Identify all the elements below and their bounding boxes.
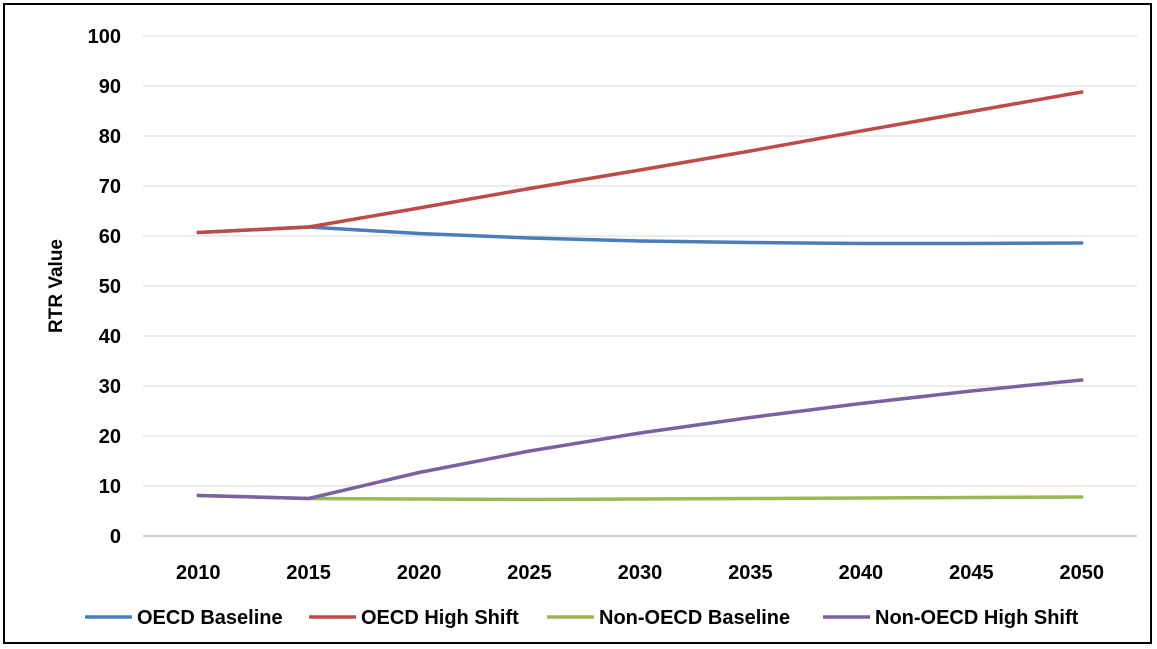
x-tick-label-2045: 2045 xyxy=(949,562,994,584)
y-tick-label-10: 10 xyxy=(99,476,121,498)
series-line-3 xyxy=(196,378,1084,501)
chart-frame: 0 10 20 30 40 50 60 70 80 90 100 2010 2015 2020 2025 2… xyxy=(3,3,1152,644)
y-tick-label-30: 30 xyxy=(99,376,121,398)
y-tick-label-70: 70 xyxy=(99,176,121,198)
y-tick-label-80: 80 xyxy=(99,126,121,148)
legend-label-1: OECD High Shift xyxy=(361,607,519,629)
y-tick-label-0: 0 xyxy=(110,526,121,548)
x-tick-label-2025: 2025 xyxy=(507,562,552,584)
y-axis-title: RTR Value xyxy=(46,239,67,333)
x-tick-label-2050: 2050 xyxy=(1060,562,1105,584)
x-tick-label-2035: 2035 xyxy=(728,562,773,584)
x-tick-label-2030: 2030 xyxy=(618,562,663,584)
series-line-1 xyxy=(196,90,1084,235)
x-axis-ticks: 2010 2015 2020 2025 2030 2035 2040 2045 2050 xyxy=(176,562,1104,584)
x-tick-label-2010: 2010 xyxy=(176,562,221,584)
y-axis-ticks: 0 10 20 30 40 50 60 70 80 90 100 xyxy=(88,26,121,548)
y-tick-label-50: 50 xyxy=(99,276,121,298)
gridlines xyxy=(143,35,1137,487)
x-tick-label-2040: 2040 xyxy=(839,562,884,584)
y-tick-label-40: 40 xyxy=(99,326,121,348)
y-tick-label-60: 60 xyxy=(99,226,121,248)
legend-label-3: Non-OECD High Shift xyxy=(875,607,1079,629)
legend: OECD Baseline OECD High Shift Non-OECD Bas… xyxy=(85,607,1079,629)
legend-label-2: Non-OECD Baseline xyxy=(599,607,790,629)
series-lines xyxy=(196,90,1084,502)
x-tick-label-2020: 2020 xyxy=(397,562,442,584)
series-line-0 xyxy=(196,225,1084,246)
y-tick-label-90: 90 xyxy=(99,76,121,98)
y-tick-label-100: 100 xyxy=(88,26,121,48)
series-line-2 xyxy=(196,493,1084,502)
y-tick-label-20: 20 xyxy=(99,426,121,448)
x-tick-label-2015: 2015 xyxy=(286,562,331,584)
legend-label-0: OECD Baseline xyxy=(137,607,283,629)
